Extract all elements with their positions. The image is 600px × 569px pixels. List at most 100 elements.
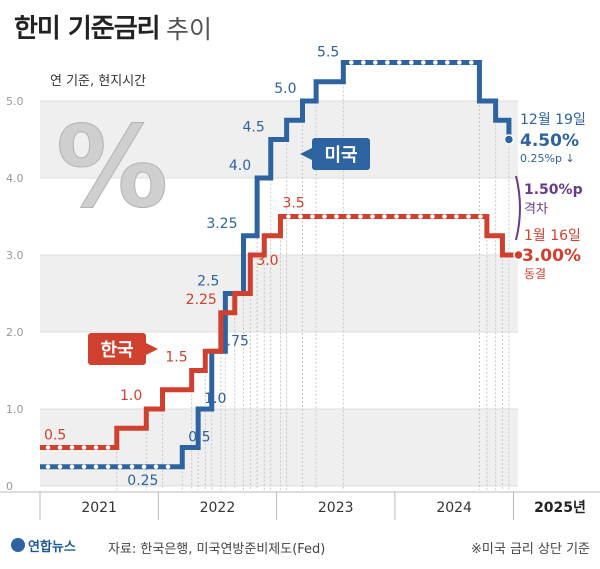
us-value-label: 4.5: [242, 120, 264, 136]
kr-end-marker: [513, 249, 524, 261]
us-value-label: 5.5: [317, 45, 339, 61]
background-band: [40, 255, 518, 332]
us-plateau-dot: [469, 60, 474, 65]
us-plateau-dot: [141, 464, 147, 470]
kr-end-date-label: 1월 16일: [524, 228, 581, 244]
x-tick-label: 2024: [436, 500, 472, 516]
unit-caption: 연 기준, 현지시간: [50, 74, 146, 89]
kr-plateau-dot: [105, 445, 111, 450]
y-tick-label: 4.0: [6, 172, 24, 185]
kr-plateau-dot: [478, 214, 483, 219]
us-value-label: 4.0: [229, 158, 251, 174]
us-plateau-dot: [45, 464, 51, 470]
kr-plateau-dot: [310, 214, 315, 219]
gap-bracket: [515, 175, 521, 241]
kr-end-change-label: 동결: [524, 267, 546, 281]
kr-plateau-dot: [45, 445, 51, 450]
us-plateau-dot: [385, 60, 390, 65]
yonhap-logo: 연합뉴스: [28, 540, 76, 555]
us-plateau-dot: [349, 60, 354, 65]
kr-plateau-dot: [334, 214, 339, 219]
kr-end-value-label: 3.00%: [522, 246, 581, 266]
kr-plateau-dot: [466, 214, 471, 219]
kr-value-label: 1.0: [120, 388, 142, 404]
kr-plateau-dot: [442, 214, 447, 219]
kr-plateau-dot: [81, 445, 87, 450]
y-tick-label: 5.0: [6, 95, 24, 108]
us-plateau-dot: [361, 60, 366, 65]
us-name-label: 미국: [324, 145, 357, 166]
kr-value-label: 3.0: [256, 253, 278, 269]
us-plateau-dot: [105, 464, 111, 470]
us-end-date-label: 12월 19일: [520, 112, 586, 128]
kr-plateau-dot: [57, 445, 63, 450]
us-plateau-dot: [153, 464, 159, 470]
kr-name-label: 한국: [100, 340, 133, 361]
kr-plateau-dot: [454, 214, 459, 219]
x-tick-label: 2021: [81, 500, 117, 516]
us-end-value-label: 4.50%: [520, 131, 579, 151]
x-axis-band: [0, 492, 600, 522]
kr-plateau-dot: [69, 445, 75, 450]
percent-symbol-decoration: %: [56, 103, 168, 233]
y-tick-label: 3.0: [6, 249, 24, 262]
kr-plateau-dot: [382, 214, 387, 219]
us-value-label: 5.0: [274, 81, 296, 97]
kr-plateau-dot: [406, 214, 411, 219]
us-plateau-dot: [69, 464, 75, 470]
us-end-marker: [503, 134, 515, 145]
us-rate-line: [40, 60, 514, 470]
gap-caption: 격차: [524, 202, 548, 217]
us-value-label: 3.25: [206, 216, 237, 232]
kr-plateau-dot: [394, 214, 399, 219]
y-tick-label: 1.0: [6, 403, 24, 416]
us-plateau-dot: [445, 60, 450, 65]
kr-plateau-dot: [358, 214, 363, 219]
us-plateau-dot: [129, 464, 135, 470]
kr-value-label: 2.25: [186, 292, 217, 308]
x-tick-label: 2023: [318, 500, 354, 516]
kr-plateau-dot: [286, 214, 291, 219]
kr-name-tag: [88, 333, 146, 365]
us-plateau-dot: [397, 60, 402, 65]
us-value-label: 1.75: [218, 333, 249, 349]
kr-name-tag-pointer: [146, 343, 158, 355]
background-band: [40, 409, 518, 486]
us-end-change-label: 0.25%p ↓: [520, 152, 575, 165]
yonhap-logo-mark: [11, 538, 25, 552]
us-plateau-dot: [409, 60, 414, 65]
page-title: 한미 기준금리: [14, 14, 161, 44]
us-plateau-dot: [421, 60, 426, 65]
us-value-label: 1.0: [204, 391, 226, 407]
kr-plateau-dot: [298, 214, 303, 219]
us-plateau-dot: [457, 60, 462, 65]
page-subtitle: 추이: [166, 15, 213, 44]
us-plateau-dot: [57, 464, 63, 470]
kr-plateau-dot: [370, 214, 375, 219]
gap-value-label: 1.50%p: [524, 182, 583, 198]
us-value-label: 0.25: [127, 473, 158, 489]
us-plateau-dot: [93, 464, 99, 470]
us-plateau-dot: [81, 464, 87, 470]
kr-plateau-dot: [430, 214, 435, 219]
us-plateau-dot: [433, 60, 438, 65]
us-plateau-dot: [117, 464, 123, 470]
source-note: 자료: 한국은행, 미국연방준비제도(Fed): [108, 542, 326, 557]
kr-plateau-dot: [346, 214, 351, 219]
us-plateau-dot: [373, 60, 378, 65]
us-plateau-dot: [165, 464, 171, 470]
us-value-label: 0.5: [188, 430, 210, 446]
x-tick-label: 2022: [200, 500, 236, 516]
x-tick-label: 2025년: [534, 500, 586, 516]
kr-value-label: 1.5: [165, 350, 187, 366]
kr-plateau-dot: [418, 214, 423, 219]
kr-value-label: 0.5: [44, 428, 66, 444]
kr-plateau-dot: [322, 214, 327, 219]
us-name-tag: [312, 138, 370, 170]
y-tick-label: 0: [6, 480, 13, 493]
kr-plateau-dot: [93, 445, 99, 450]
kr-rate-line: [40, 214, 514, 450]
footnote: ※미국 금리 상단 기준: [471, 542, 590, 557]
us-value-label: 2.5: [197, 274, 219, 290]
